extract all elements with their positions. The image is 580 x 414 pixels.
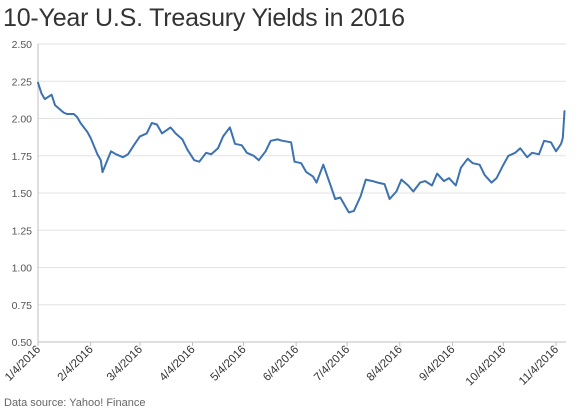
x-tick-label: 5/4/2016 [208,344,248,384]
chart-title: 10-Year U.S. Treasury Yields in 2016 [3,4,405,32]
yield-series-line [37,81,566,214]
x-tick-label: 9/4/2016 [417,344,457,384]
x-tick-label: 10/4/2016 [464,344,509,389]
y-tick-label: 0.75 [12,300,33,312]
x-tick-label: 8/4/2016 [365,344,405,384]
y-tick-label: 0.50 [12,337,33,349]
x-tick-label: 2/4/2016 [56,344,96,384]
y-tick-label: 1.25 [12,225,33,237]
data-source-note: Data source: Yahoo! Finance [4,397,146,409]
x-tick-label: 7/4/2016 [312,344,352,384]
y-tick-label: 1.00 [12,263,33,275]
x-tick-label: 6/4/2016 [261,344,301,384]
x-tick-label: 3/4/2016 [105,344,145,384]
y-tick-label: 2.50 [12,39,33,51]
x-tick-label: 11/4/2016 [517,344,561,388]
y-tick-label: 1.50 [12,188,33,200]
x-tick-label: 4/4/2016 [158,344,198,384]
y-tick-label: 1.75 [12,151,33,163]
y-tick-label: 2.00 [12,114,33,126]
y-tick-label: 2.25 [12,76,33,88]
x-tick-label: 1/4/2016 [3,344,43,384]
